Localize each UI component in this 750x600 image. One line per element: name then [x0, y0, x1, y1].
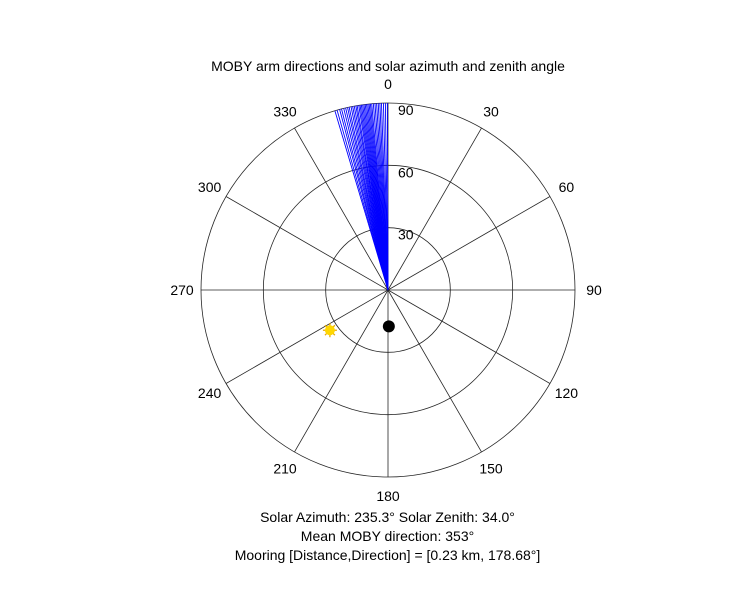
tick-labels: 0 30 60 90 120 150 180 210 240 270 300 330 30 60 90	[170, 76, 602, 504]
mean-moby-direction-label: Mean MOBY direction: 353°	[300, 528, 475, 544]
angle-tick-label-240: 240	[198, 385, 222, 401]
angle-tick-label-300: 300	[198, 179, 222, 195]
grid-spoke-330	[294, 127, 389, 291]
radial-tick-label-30: 30	[398, 227, 414, 243]
angle-tick-label-150: 150	[479, 460, 503, 476]
grid-spoke-210	[294, 289, 389, 453]
sun-marker	[322, 323, 337, 338]
grid-spoke-60	[387, 196, 551, 291]
angle-tick-label-0: 0	[384, 76, 392, 92]
grid-spoke-300	[225, 196, 389, 291]
grid-spoke-150	[387, 289, 482, 453]
angle-tick-label-90: 90	[586, 282, 602, 298]
series-layer	[322, 102, 395, 338]
mooring-info-label: Mooring [Distance,Direction] = [0.23 km,…	[234, 547, 541, 563]
angle-tick-label-210: 210	[273, 460, 297, 476]
angle-tick-label-330: 330	[273, 104, 297, 120]
grid-spoke-120	[387, 289, 551, 384]
sun-disc	[324, 325, 335, 336]
moby-arm-line	[386, 102, 389, 291]
mooring-marker	[382, 320, 395, 333]
angle-tick-label-60: 60	[559, 179, 575, 195]
angle-tick-label-180: 180	[376, 488, 400, 504]
radial-tick-label-60: 60	[398, 164, 414, 180]
chart-title: MOBY arm directions and solar azimuth an…	[211, 58, 565, 74]
solar-info-label: Solar Azimuth: 235.3° Solar Zenith: 34.0…	[260, 509, 515, 525]
angle-tick-label-270: 270	[170, 282, 194, 298]
grid-spoke-30	[387, 127, 482, 291]
angle-tick-label-30: 30	[483, 104, 499, 120]
polar-grid	[200, 102, 576, 478]
radial-tick-label-90: 90	[398, 102, 414, 118]
angle-tick-label-120: 120	[555, 385, 579, 401]
grid-spoke-240	[225, 289, 389, 384]
